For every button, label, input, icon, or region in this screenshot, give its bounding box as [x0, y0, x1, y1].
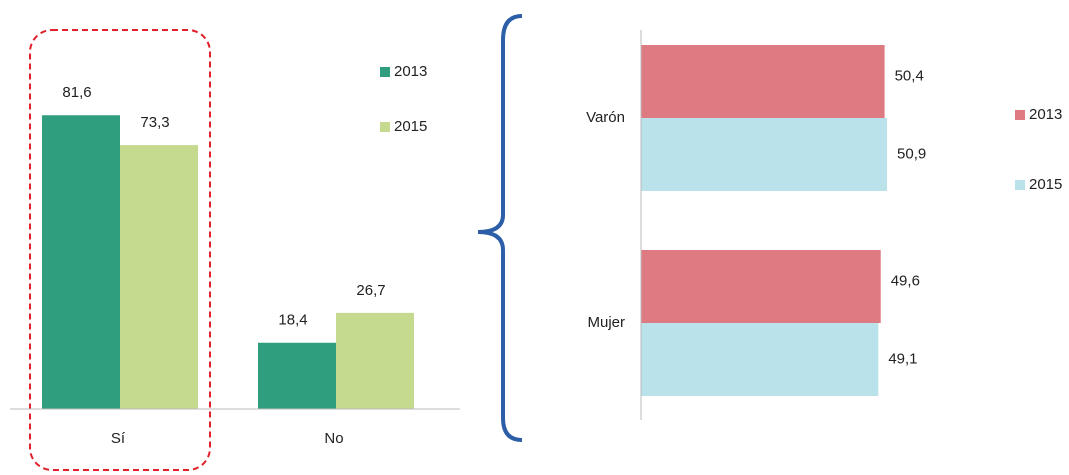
bar — [641, 250, 881, 323]
bar — [641, 323, 879, 396]
data-label: 73,3 — [140, 114, 169, 131]
x-tick-label: Sí — [111, 430, 126, 447]
data-label: 81,6 — [62, 84, 91, 101]
brace — [477, 14, 523, 442]
data-label: 18,4 — [278, 312, 307, 329]
data-label: 49,6 — [891, 272, 920, 289]
bar — [641, 45, 885, 118]
y-tick-label: Varón — [586, 109, 625, 126]
legend-swatch — [1015, 180, 1025, 190]
bar — [336, 312, 414, 409]
bar — [641, 118, 888, 191]
bar — [258, 342, 336, 409]
bar — [120, 145, 198, 409]
legend-swatch — [380, 67, 390, 77]
data-label: 26,7 — [356, 282, 385, 299]
data-label: 50,9 — [897, 145, 926, 162]
legend-label: 2015 — [394, 118, 427, 135]
legend-label: 2015 — [1029, 176, 1062, 193]
legend-swatch — [1015, 110, 1025, 120]
legend-label: 2013 — [1029, 106, 1062, 123]
legend-label: 2013 — [394, 63, 427, 80]
data-label: 49,1 — [888, 350, 917, 367]
legend-swatch — [380, 122, 390, 132]
bar — [42, 115, 120, 410]
x-tick-label: No — [324, 430, 343, 447]
data-label: 50,4 — [895, 67, 924, 84]
y-tick-label: Mujer — [587, 314, 625, 331]
